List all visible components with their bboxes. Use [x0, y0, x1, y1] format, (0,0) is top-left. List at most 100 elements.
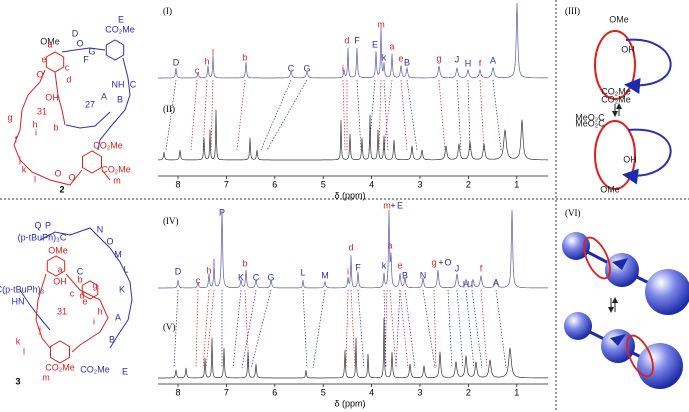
peak-label: a — [389, 41, 394, 51]
correlation-line — [202, 289, 210, 369]
structure-label: E — [118, 14, 124, 24]
structure-label: i — [93, 316, 95, 326]
x-tick-label: 2 — [466, 387, 471, 397]
peak-label: g — [431, 257, 436, 267]
correlation-line — [406, 79, 418, 151]
benzene-ring — [45, 51, 65, 73]
structure-label: CO₂Me — [601, 86, 631, 96]
sphere — [637, 343, 683, 389]
structure-label: OH — [45, 92, 59, 102]
structure-label: MeO₂C — [575, 118, 605, 128]
structure-label: A — [101, 91, 107, 101]
correlation-line — [302, 289, 308, 369]
x-tick-label: 6 — [272, 179, 277, 189]
bond — [35, 273, 51, 349]
structure-label: CO₂Me — [105, 24, 135, 34]
peak-label: B — [402, 270, 408, 280]
peak-label: O — [444, 257, 451, 267]
structure-label: l — [34, 174, 36, 184]
structure-label: 31 — [57, 306, 67, 316]
spectrum-label: (II) — [163, 104, 175, 114]
benzene-ring — [82, 150, 102, 174]
correlation-line — [266, 79, 308, 151]
correlation-line — [404, 289, 416, 369]
x-tick-label: 5 — [321, 387, 326, 397]
structure-label: d — [79, 290, 84, 300]
spectrum-trace — [158, 209, 548, 289]
x-tick-label: 8 — [175, 179, 180, 189]
structure-label: (p-tBuPh)₃C — [18, 232, 67, 242]
structure-label: OH — [621, 44, 635, 54]
peak-label: K — [238, 272, 244, 282]
correlation-line — [465, 289, 475, 369]
peak-label: + — [438, 257, 443, 267]
correlation-line — [378, 79, 382, 151]
peak-label: E — [372, 39, 378, 49]
correlation-line — [433, 289, 437, 369]
structure-label: CO₂Me — [80, 364, 110, 374]
structure-label: i — [35, 127, 37, 137]
benzene-ring — [81, 280, 99, 300]
correlation-line — [244, 289, 250, 369]
correlation-line — [312, 289, 326, 369]
panel-label: (VI) — [565, 208, 581, 218]
structure-label: P — [45, 220, 51, 230]
structure-label: C — [130, 79, 137, 89]
benzene-ring — [46, 255, 66, 277]
bond — [39, 227, 133, 349]
structure-label: l — [23, 346, 25, 356]
structure-label: g — [92, 280, 97, 290]
structure-label: C(p-tBuPh)₃ — [0, 284, 45, 294]
x-tick-label: 3 — [417, 387, 422, 397]
bond — [65, 111, 111, 129]
correlation-line — [210, 79, 214, 151]
macrocycle-ring — [594, 120, 636, 190]
structure-label: OMe — [609, 14, 629, 24]
x-tick-label: 3 — [417, 179, 422, 189]
thread-loop — [622, 128, 672, 185]
correlation-line — [383, 79, 389, 151]
peak-label: b — [242, 52, 247, 62]
correlation-line — [479, 79, 485, 151]
peak-label: l — [213, 257, 215, 267]
correlation-line — [356, 79, 362, 151]
structure-label: f — [15, 134, 18, 144]
structure-label: CO₂Me — [101, 164, 131, 174]
thread-loop — [624, 38, 672, 94]
structure-label: O — [76, 38, 83, 48]
peak-label: H — [465, 58, 472, 68]
correlation-line — [165, 79, 177, 151]
correlation-line — [345, 289, 349, 369]
peak-label: M — [321, 270, 329, 280]
structure-label: O — [54, 168, 61, 178]
correlation-line — [438, 79, 446, 151]
correlation-line — [383, 289, 387, 369]
spectrum-trace — [158, 317, 548, 379]
peak-label: i — [342, 63, 344, 73]
peak-label: h — [206, 265, 211, 275]
correlation-line — [232, 289, 242, 369]
peak-label: d — [344, 35, 349, 45]
correlation-line — [236, 79, 246, 151]
x-tick-label: 7 — [224, 387, 229, 397]
structure-label: e — [41, 54, 46, 64]
peak-label: A — [490, 55, 496, 65]
correlation-line — [205, 289, 215, 369]
structure-label: j — [38, 324, 41, 334]
peak-label: + — [390, 200, 395, 210]
x-tick-label: 8 — [175, 387, 180, 397]
peak-label: B — [404, 57, 410, 67]
peak-label: N — [420, 270, 427, 280]
structure-label: OMe — [48, 245, 68, 255]
correlation-line — [342, 79, 346, 151]
pointer — [610, 334, 626, 346]
macrocycle-ring — [583, 236, 611, 280]
correlation-line — [383, 79, 393, 151]
correlation-line — [480, 289, 488, 369]
peak-label: d — [348, 242, 353, 252]
bond — [19, 289, 51, 331]
structure-label: NH — [112, 79, 125, 89]
x-tick-label: 4 — [369, 387, 374, 397]
peak-label: c — [195, 65, 200, 75]
structure-label: D — [72, 28, 79, 38]
